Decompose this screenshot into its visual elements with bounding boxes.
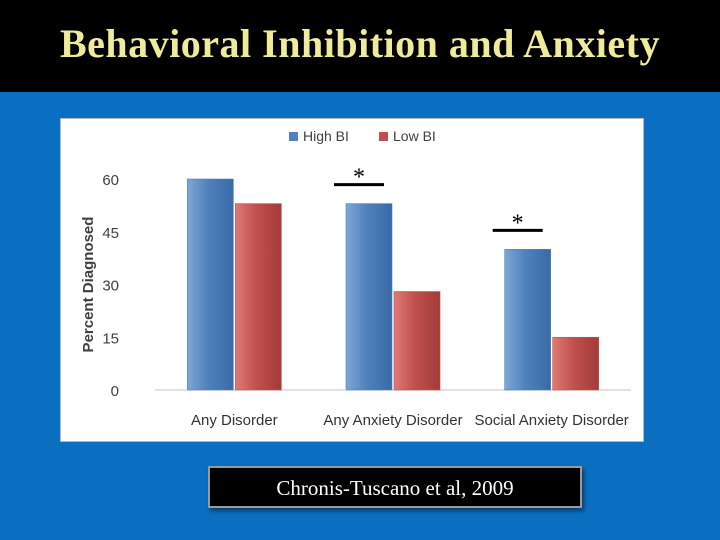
y-axis-label: Percent Diagnosed: [80, 217, 97, 353]
bar-low-bi: [235, 203, 282, 391]
legend-label: High BI: [303, 128, 349, 144]
x-tick-label: Social Anxiety Disorder: [475, 412, 629, 429]
bar-low-bi: [393, 291, 441, 391]
bar-chart: 0 15 30 45 60 Percent Diagnosed Any Disorder An…: [60, 118, 644, 442]
legend-swatch: [379, 132, 388, 141]
slide-title: Behavioral Inhibition and Anxiety: [60, 21, 660, 66]
y-tick-label: 60: [102, 172, 119, 189]
x-tick-label: Any Disorder: [191, 412, 278, 429]
significance-asterisk: *: [512, 210, 524, 236]
bar-high-bi: [504, 249, 551, 391]
x-tick-label: Any Anxiety Disorder: [323, 412, 462, 429]
y-tick-label: 30: [102, 278, 119, 295]
legend-swatch: [289, 132, 298, 141]
bar-high-bi: [345, 203, 393, 391]
y-tick-label: 0: [111, 383, 119, 400]
y-tick-label: 15: [102, 330, 119, 347]
y-tick-label: 45: [102, 225, 119, 242]
chart-svg: 0 15 30 45 60 Percent Diagnosed Any Disorder An…: [80, 128, 631, 429]
title-bar: Behavioral Inhibition and Anxiety: [0, 0, 720, 92]
bar-low-bi: [552, 336, 599, 391]
significance-asterisk: *: [353, 165, 365, 191]
bar-high-bi: [187, 178, 234, 391]
citation-box: Chronis-Tuscano et al, 2009: [208, 466, 582, 508]
legend-label: Low BI: [393, 128, 436, 144]
